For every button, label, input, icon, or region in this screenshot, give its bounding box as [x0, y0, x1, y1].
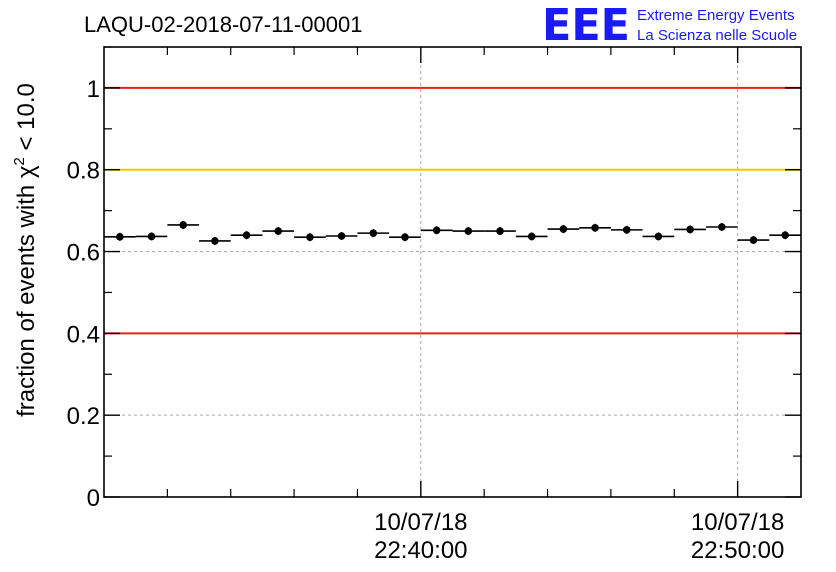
y-tick-label: 0	[87, 485, 100, 512]
data-point	[306, 233, 314, 242]
data-point	[369, 229, 378, 237]
data-point	[749, 236, 758, 244]
y-axis-label-main: fraction of events with χ	[13, 165, 40, 417]
logo-line-2: La Scienza nelle Scuole	[637, 27, 797, 44]
axis-ticks	[104, 46, 801, 498]
data-point	[527, 232, 536, 241]
plot-frame	[103, 46, 802, 498]
data-point	[211, 237, 219, 245]
data-point	[274, 227, 283, 235]
logo-letters: EEE	[542, 0, 630, 51]
y-tick-labels: 0 0.2 0.4 0.6 0.8 1	[67, 76, 100, 512]
y-axis-label-sup: 2	[11, 157, 28, 165]
data-point	[337, 232, 346, 240]
data-point	[559, 225, 568, 233]
data-point	[116, 233, 124, 241]
x-tick-label-date: 10/07/18	[691, 509, 784, 536]
data-point	[781, 231, 789, 239]
data-point	[401, 233, 409, 242]
eee-logo: EEE Extreme Energy Events La Scienza nel…	[542, 0, 797, 51]
y-tick-label: 0.2	[67, 403, 100, 430]
data-point	[242, 231, 251, 239]
grid	[104, 47, 801, 497]
data-point	[591, 224, 599, 232]
y-tick-label: 0.4	[67, 321, 100, 348]
y-axis-label: fraction of events with χ2 < 10.0	[11, 83, 40, 417]
y-axis-label-tail: < 10.0	[13, 83, 40, 157]
data-point	[179, 221, 188, 229]
data-point	[147, 232, 156, 241]
y-tick-label: 1	[87, 76, 100, 103]
x-tick-label-date: 10/07/18	[374, 509, 467, 536]
y-tick-label: 0.8	[67, 158, 100, 185]
reference-lines	[104, 86, 801, 335]
data-point	[686, 225, 694, 234]
logo-line-1: Extreme Energy Events	[637, 7, 795, 24]
data-point	[654, 232, 663, 241]
data-point	[432, 226, 441, 235]
x-tick-label-time: 22:50:00	[691, 537, 784, 564]
data-point	[496, 227, 504, 235]
data-point	[622, 226, 631, 234]
x-tick-label-time: 22:40:00	[374, 537, 467, 564]
data-series	[104, 220, 801, 245]
data-point	[464, 227, 473, 235]
chart-title: LAQU-02-2018-07-11-00001	[84, 12, 362, 37]
data-point	[717, 223, 726, 231]
y-tick-label: 0.6	[67, 240, 100, 267]
